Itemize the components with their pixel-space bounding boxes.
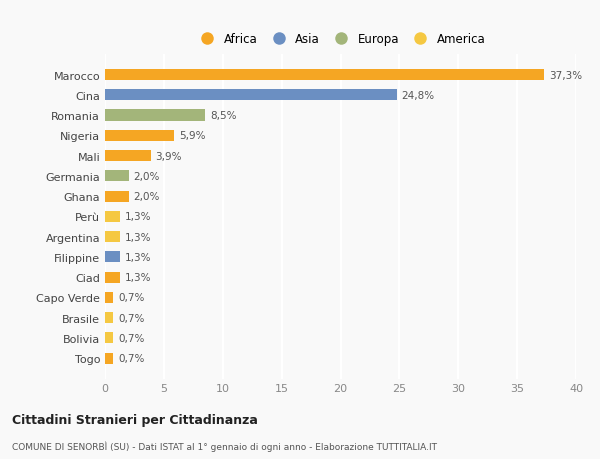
Bar (105, 211, 121, 223)
Bar (105, 110, 205, 121)
Bar (105, 151, 151, 162)
Bar (105, 231, 121, 243)
Legend: Africa, Asia, Europa, America: Africa, Asia, Europa, America (191, 28, 490, 51)
Bar (105, 70, 544, 81)
Text: 5,9%: 5,9% (179, 131, 206, 141)
Bar (105, 191, 128, 202)
Bar (105, 353, 113, 364)
Bar (105, 90, 397, 101)
Text: 24,8%: 24,8% (402, 90, 435, 101)
Text: 37,3%: 37,3% (549, 70, 582, 80)
Bar (105, 333, 113, 344)
Bar (105, 171, 128, 182)
Text: 0,7%: 0,7% (118, 293, 145, 303)
Text: 1,3%: 1,3% (125, 212, 152, 222)
Text: COMUNE DI SENORBÌ (SU) - Dati ISTAT al 1° gennaio di ogni anno - Elaborazione TU: COMUNE DI SENORBÌ (SU) - Dati ISTAT al 1… (12, 441, 437, 451)
Text: 2,0%: 2,0% (133, 192, 160, 202)
Bar (105, 252, 121, 263)
Text: Cittadini Stranieri per Cittadinanza: Cittadini Stranieri per Cittadinanza (12, 413, 258, 426)
Bar (105, 272, 121, 283)
Text: 0,7%: 0,7% (118, 313, 145, 323)
Bar (105, 313, 113, 324)
Text: 8,5%: 8,5% (210, 111, 236, 121)
Text: 1,3%: 1,3% (125, 273, 152, 283)
Bar (105, 292, 113, 303)
Bar (105, 130, 175, 141)
Text: 2,0%: 2,0% (133, 172, 160, 181)
Text: 1,3%: 1,3% (125, 252, 152, 262)
Text: 0,7%: 0,7% (118, 353, 145, 364)
Text: 1,3%: 1,3% (125, 232, 152, 242)
Text: 3,9%: 3,9% (155, 151, 182, 161)
Text: 0,7%: 0,7% (118, 333, 145, 343)
